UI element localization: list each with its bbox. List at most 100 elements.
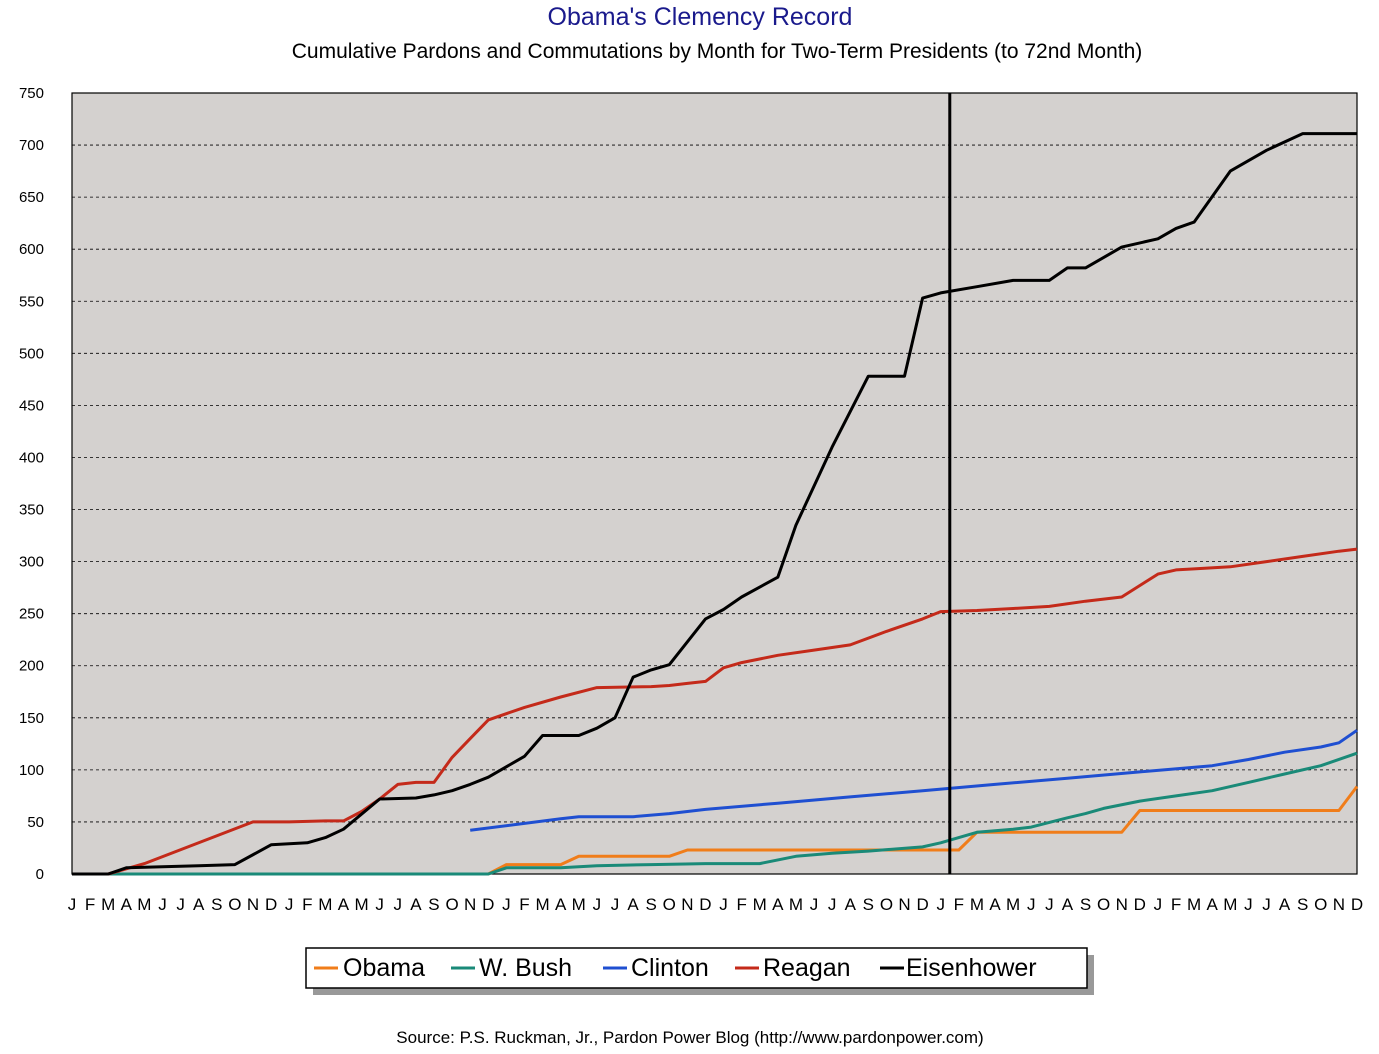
x-tick-label: S xyxy=(428,895,439,914)
x-tick-label: O xyxy=(445,895,458,914)
y-tick-label: 550 xyxy=(19,293,44,310)
legend-item-reagan: Reagan xyxy=(735,954,851,982)
x-tick-label: D xyxy=(1351,895,1363,914)
y-tick-label: 0 xyxy=(36,866,44,883)
x-tick-label: J xyxy=(375,895,384,914)
x-tick-label: J xyxy=(68,895,77,914)
x-tick-label: F xyxy=(85,895,95,914)
x-tick-label: A xyxy=(555,895,567,914)
y-tick-label: 400 xyxy=(19,449,44,466)
x-tick-label: D xyxy=(482,895,494,914)
x-tick-label: A xyxy=(1279,895,1291,914)
x-tick-label: J xyxy=(719,895,728,914)
x-tick-label: F xyxy=(1171,895,1181,914)
y-axis-ticks: 0 50 100 150 200 250 300 350 400 450 500 550 600 650 7… xyxy=(19,85,44,883)
x-tick-label: D xyxy=(699,895,711,914)
x-tick-label: J xyxy=(593,895,602,914)
x-tick-label: A xyxy=(410,895,422,914)
chart-title: Obama's Clemency Record xyxy=(548,3,853,31)
legend-label-w-bush: W. Bush xyxy=(479,954,572,982)
y-tick-label: 300 xyxy=(19,554,44,571)
x-tick-label: N xyxy=(1333,895,1345,914)
x-tick-label: M xyxy=(137,895,151,914)
y-tick-label: 750 xyxy=(19,85,44,102)
y-tick-label: 450 xyxy=(19,397,44,414)
x-tick-label: S xyxy=(211,895,222,914)
y-tick-label: 200 xyxy=(19,658,44,675)
x-tick-label: F xyxy=(736,895,746,914)
x-tick-label: N xyxy=(247,895,259,914)
series-line-eisenhower xyxy=(72,132,1357,876)
x-tick-label: J xyxy=(1027,895,1036,914)
y-tick-label: 700 xyxy=(19,137,44,154)
x-tick-label: J xyxy=(502,895,511,914)
legend-label-obama: Obama xyxy=(343,954,425,982)
x-tick-label: F xyxy=(302,895,312,914)
x-tick-label: M xyxy=(970,895,984,914)
x-tick-label: A xyxy=(989,895,1001,914)
x-tick-label: A xyxy=(845,895,857,914)
x-tick-label: J xyxy=(611,895,620,914)
y-tick-label: 150 xyxy=(19,710,44,727)
x-tick-label: M xyxy=(1006,895,1020,914)
x-tick-label: D xyxy=(265,895,277,914)
x-tick-label: A xyxy=(1207,895,1219,914)
x-tick-label: J xyxy=(1154,895,1163,914)
legend-item-clinton: Clinton xyxy=(603,954,709,982)
x-tick-label: J xyxy=(394,895,403,914)
x-tick-label: M xyxy=(753,895,767,914)
x-tick-label: S xyxy=(1297,895,1308,914)
x-tick-label: A xyxy=(338,895,350,914)
series-lines xyxy=(72,132,1359,876)
x-tick-label: M xyxy=(572,895,586,914)
legend-item-obama: Obama xyxy=(314,954,425,982)
legend-label-clinton: Clinton xyxy=(631,954,709,982)
x-tick-label: S xyxy=(1080,895,1091,914)
series-line-clinton xyxy=(470,729,1358,832)
source-note: Source: P.S. Ruckman, Jr., Pardon Power … xyxy=(396,1028,983,1047)
x-tick-label: M xyxy=(354,895,368,914)
x-tick-label: M xyxy=(1187,895,1201,914)
x-tick-label: O xyxy=(1314,895,1327,914)
x-tick-label: J xyxy=(1244,895,1253,914)
x-tick-label: J xyxy=(1045,895,1054,914)
plot-area xyxy=(71,92,1358,875)
x-tick-label: M xyxy=(101,895,115,914)
x-tick-label: N xyxy=(898,895,910,914)
y-tick-label: 100 xyxy=(19,762,44,779)
x-tick-label: N xyxy=(464,895,476,914)
y-tick-label: 350 xyxy=(19,502,44,519)
x-tick-label: A xyxy=(772,895,784,914)
series-line-reagan xyxy=(72,547,1358,876)
x-tick-label: M xyxy=(1223,895,1237,914)
x-tick-label: A xyxy=(121,895,133,914)
legend xyxy=(305,947,1088,989)
x-tick-label: O xyxy=(663,895,676,914)
x-tick-label: J xyxy=(285,895,294,914)
x-tick-label: F xyxy=(954,895,964,914)
x-tick-label: J xyxy=(158,895,167,914)
x-tick-label: O xyxy=(880,895,893,914)
x-tick-label: J xyxy=(1262,895,1271,914)
y-tick-label: 500 xyxy=(19,345,44,362)
x-tick-label: D xyxy=(1134,895,1146,914)
x-tick-label: O xyxy=(1097,895,1110,914)
chart-subtitle: Cumulative Pardons and Commutations by M… xyxy=(292,40,1143,63)
x-tick-label: M xyxy=(535,895,549,914)
x-tick-label: A xyxy=(193,895,205,914)
x-tick-label: F xyxy=(519,895,529,914)
x-tick-label: S xyxy=(645,895,656,914)
x-tick-label: A xyxy=(1062,895,1074,914)
x-tick-label: J xyxy=(176,895,185,914)
y-tick-label: 250 xyxy=(19,606,44,623)
y-tick-label: 600 xyxy=(19,241,44,258)
x-tick-label: D xyxy=(916,895,928,914)
y-tick-label: 650 xyxy=(19,189,44,206)
x-tick-label: A xyxy=(627,895,639,914)
x-tick-label: N xyxy=(1116,895,1128,914)
x-tick-label: J xyxy=(810,895,819,914)
legend-label-reagan: Reagan xyxy=(763,954,851,982)
x-tick-label: O xyxy=(228,895,241,914)
